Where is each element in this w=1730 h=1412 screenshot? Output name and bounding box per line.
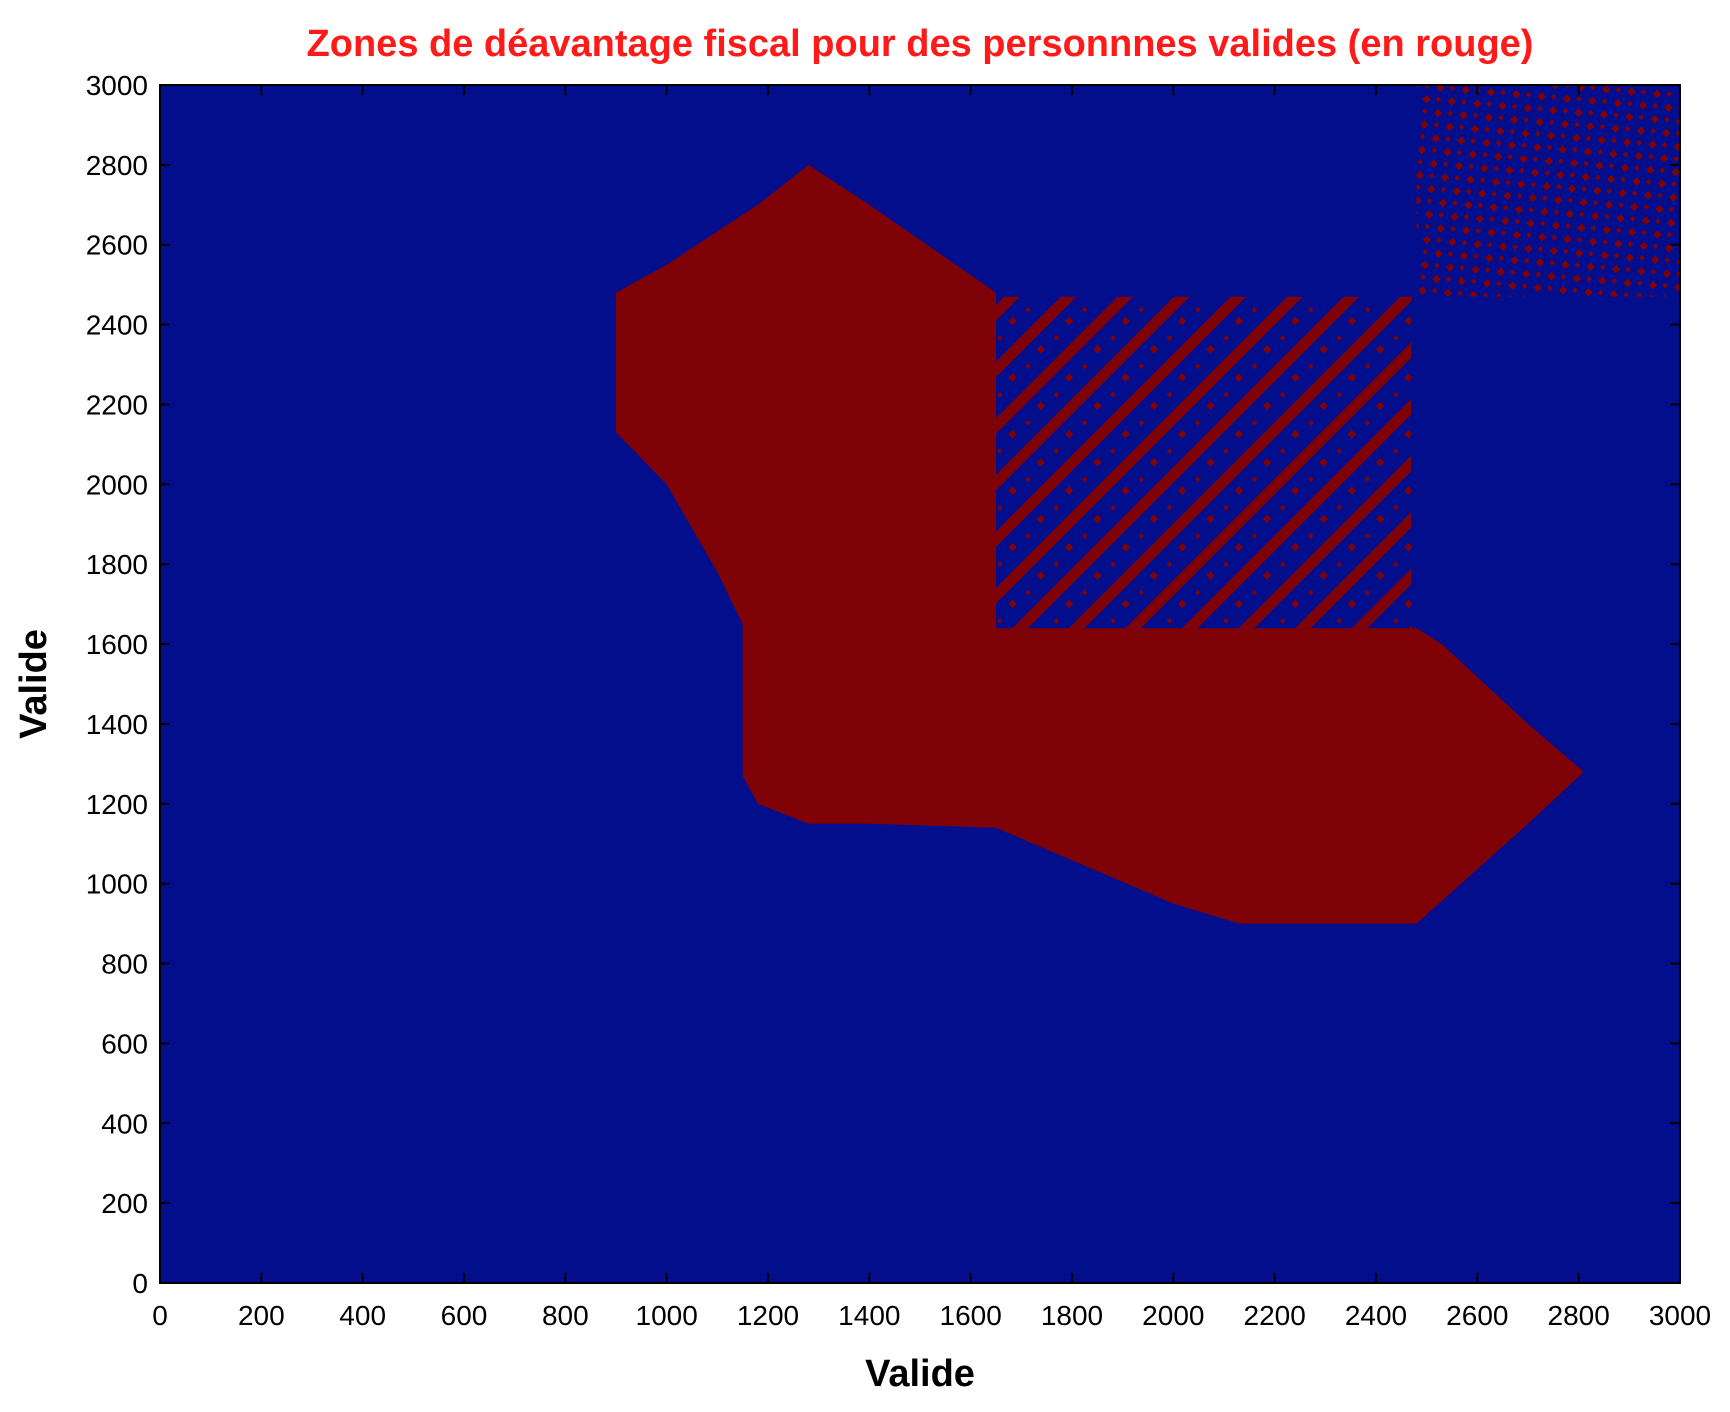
main-disadvantage-zone	[616, 164, 1584, 924]
y-tick-label: 400	[101, 1108, 148, 1139]
y-tick-label: 600	[101, 1028, 148, 1059]
y-tick-label: 0	[132, 1268, 148, 1299]
textured-zone-middle	[996, 296, 1412, 629]
chart-title: Zones de déavantage fiscal pour des pers…	[307, 23, 1534, 65]
y-tick-label: 1600	[86, 629, 148, 660]
x-tick-label: 2000	[1142, 1300, 1204, 1331]
heatmap-regions	[616, 85, 1680, 924]
x-tick-label: 3000	[1649, 1300, 1711, 1331]
x-tick-label: 2600	[1446, 1300, 1508, 1331]
x-tick-label: 1000	[636, 1300, 698, 1331]
x-tick-label: 2800	[1548, 1300, 1610, 1331]
y-tick-label: 3000	[86, 70, 148, 101]
x-tick-label: 1400	[838, 1300, 900, 1331]
x-tick-label: 200	[238, 1300, 285, 1331]
x-tick-label: 1800	[1041, 1300, 1103, 1331]
y-tick-label: 2200	[86, 389, 148, 420]
x-tick-label: 800	[542, 1300, 589, 1331]
x-tick-label: 1200	[737, 1300, 799, 1331]
textured-zone-top-right	[1416, 85, 1680, 297]
x-tick-label: 0	[152, 1300, 168, 1331]
y-tick-label: 1200	[86, 789, 148, 820]
x-axis-label: Valide	[865, 1353, 975, 1395]
y-tick-label: 800	[101, 949, 148, 980]
x-tick-label: 600	[441, 1300, 488, 1331]
y-tick-label: 2400	[86, 310, 148, 341]
x-tick-label: 2400	[1345, 1300, 1407, 1331]
plot-frame	[159, 84, 1681, 1284]
y-tick-label: 1400	[86, 709, 148, 740]
y-tick-label: 2000	[86, 469, 148, 500]
y-tick-label: 2800	[86, 150, 148, 181]
y-tick-label: 1000	[86, 869, 148, 900]
y-axis-ticks: 0 200 400 600 800 1000 1200 1400 1600 1800 2000 220…	[86, 70, 1680, 1299]
y-tick-label: 1800	[86, 549, 148, 580]
x-tick-label: 1600	[940, 1300, 1002, 1331]
x-tick-label: 400	[339, 1300, 386, 1331]
y-tick-label: 2600	[86, 230, 148, 261]
x-axis-ticks: 0 200 400 600 800 1000 1200 1400 1600 1800 2000 220…	[152, 85, 1711, 1331]
y-axis-label: Valide	[13, 629, 55, 739]
y-tick-label: 200	[101, 1188, 148, 1219]
x-tick-label: 2200	[1244, 1300, 1306, 1331]
